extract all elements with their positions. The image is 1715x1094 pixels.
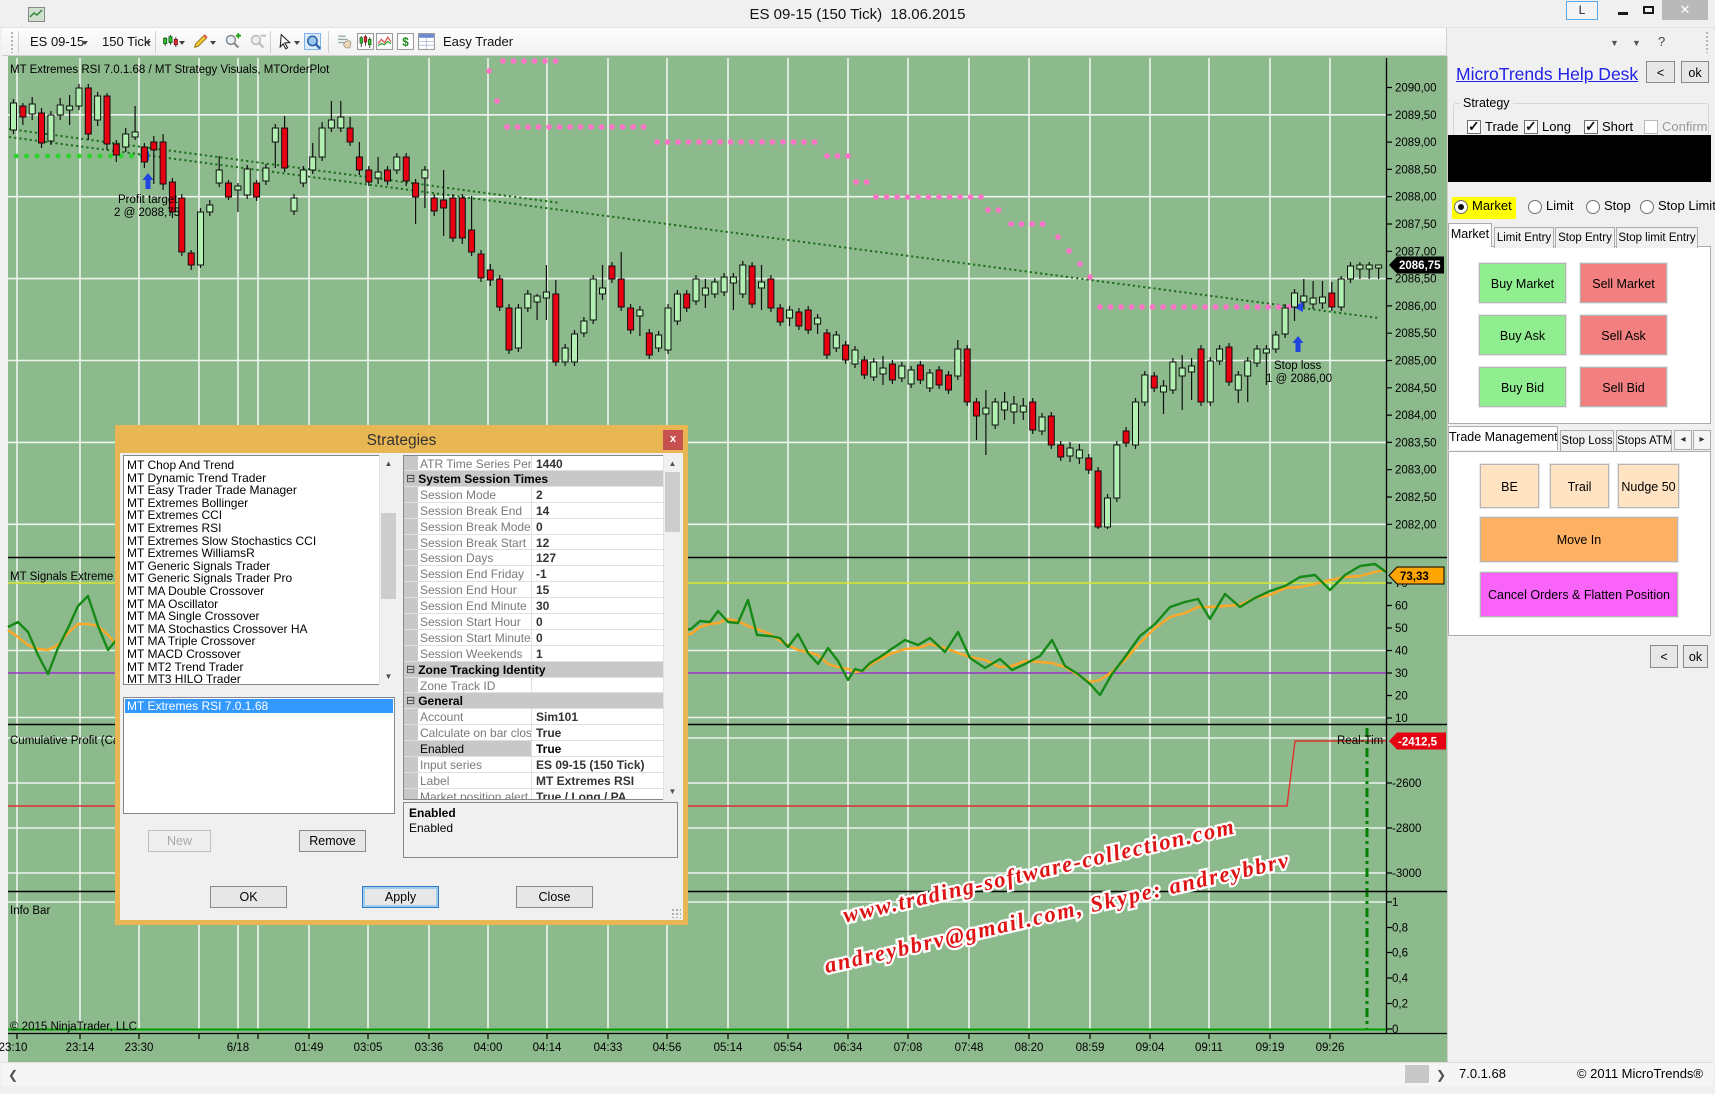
svg-text:07:08: 07:08 (894, 1042, 923, 1054)
svg-text:2083,50: 2083,50 (1395, 437, 1437, 449)
svg-text:08:59: 08:59 (1076, 1042, 1105, 1054)
svg-text:2090,00: 2090,00 (1395, 83, 1437, 95)
svg-text:05:14: 05:14 (714, 1042, 743, 1054)
svg-text:20: 20 (1395, 691, 1408, 703)
svg-text:04:56: 04:56 (653, 1042, 682, 1054)
svg-text:07:48: 07:48 (955, 1042, 984, 1054)
svg-text:2085,00: 2085,00 (1395, 356, 1437, 368)
svg-text:04:33: 04:33 (594, 1042, 623, 1054)
svg-text:04:00: 04:00 (474, 1042, 503, 1054)
svg-text:0,8: 0,8 (1392, 923, 1408, 935)
svg-text:-2412,5: -2412,5 (1398, 737, 1438, 749)
svg-text:08:20: 08:20 (1015, 1042, 1044, 1054)
svg-text:Cumulative Profit (Ca: Cumulative Profit (Ca (10, 735, 120, 747)
svg-text:Info Bar: Info Bar (10, 905, 50, 917)
svg-text:0,4: 0,4 (1392, 973, 1409, 985)
svg-text:2086,50: 2086,50 (1395, 274, 1437, 286)
svg-text:2087,50: 2087,50 (1395, 219, 1437, 231)
svg-text:-2800: -2800 (1392, 823, 1421, 835)
svg-text:Stop loss: Stop loss (1274, 360, 1322, 372)
svg-text:2089,00: 2089,00 (1395, 137, 1437, 149)
svg-text:-3000: -3000 (1392, 868, 1421, 880)
svg-text:50: 50 (1395, 623, 1408, 635)
svg-text:05:54: 05:54 (774, 1042, 803, 1054)
svg-text:2089,50: 2089,50 (1395, 110, 1437, 122)
svg-text:2085,50: 2085,50 (1395, 328, 1437, 340)
svg-text:06:34: 06:34 (834, 1042, 863, 1054)
svg-text:© 2015 NinjaTrader, LLC: © 2015 NinjaTrader, LLC (10, 1021, 137, 1033)
svg-text:2084,00: 2084,00 (1395, 410, 1437, 422)
svg-text:0,6: 0,6 (1392, 948, 1408, 960)
svg-text:40: 40 (1395, 646, 1408, 658)
svg-text:0: 0 (1392, 1024, 1398, 1036)
svg-text:Real-Tim: Real-Tim (1337, 735, 1383, 747)
svg-text:03:36: 03:36 (415, 1042, 444, 1054)
svg-text:09:04: 09:04 (1136, 1042, 1165, 1054)
svg-text:2086,75: 2086,75 (1399, 260, 1441, 272)
svg-text:03:05: 03:05 (354, 1042, 383, 1054)
svg-text:23:30: 23:30 (125, 1042, 154, 1054)
svg-text:60: 60 (1395, 601, 1408, 613)
svg-text:2086,00: 2086,00 (1395, 301, 1437, 313)
svg-text:2082,00: 2082,00 (1395, 519, 1437, 531)
svg-text:09:19: 09:19 (1256, 1042, 1285, 1054)
svg-text:23:10: 23:10 (0, 1042, 27, 1054)
svg-text:2084,50: 2084,50 (1395, 383, 1437, 395)
svg-text:2082,50: 2082,50 (1395, 492, 1437, 504)
svg-text:2088,00: 2088,00 (1395, 192, 1437, 204)
svg-text:09:11: 09:11 (1195, 1042, 1223, 1054)
svg-text:2087,00: 2087,00 (1395, 246, 1437, 258)
svg-text:10: 10 (1395, 713, 1408, 725)
svg-text:$: $ (402, 36, 409, 49)
svg-text:1: 1 (1392, 897, 1398, 909)
svg-text:MT Extremes RSI 7.0.1.68 / MT: MT Extremes RSI 7.0.1.68 / MT Strategy V… (10, 64, 330, 76)
svg-text:-2600: -2600 (1392, 778, 1421, 790)
svg-text:6/18: 6/18 (227, 1042, 249, 1054)
svg-text:2 @ 2088,75: 2 @ 2088,75 (114, 207, 180, 219)
svg-text:30: 30 (1395, 668, 1408, 680)
svg-text:0,2: 0,2 (1392, 999, 1408, 1011)
svg-text:01:49: 01:49 (295, 1042, 324, 1054)
svg-text:1 @ 2086,00: 1 @ 2086,00 (1266, 373, 1332, 385)
svg-text:2083,00: 2083,00 (1395, 465, 1437, 477)
svg-text:Profit target: Profit target (118, 194, 178, 206)
svg-text:MT Signals Extreme: MT Signals Extreme (10, 571, 113, 583)
svg-text:2088,50: 2088,50 (1395, 164, 1437, 176)
svg-text:23:14: 23:14 (66, 1042, 95, 1054)
svg-text:73,33: 73,33 (1400, 571, 1429, 583)
svg-text:09:26: 09:26 (1316, 1042, 1345, 1054)
svg-text:04:14: 04:14 (533, 1042, 562, 1054)
